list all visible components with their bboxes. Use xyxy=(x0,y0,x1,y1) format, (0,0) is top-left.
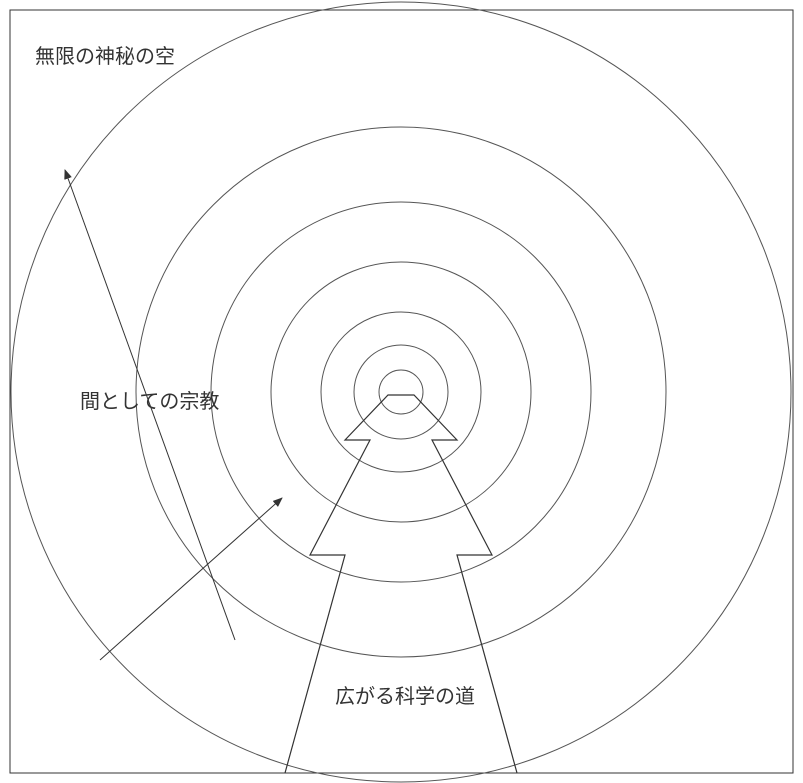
circle-4 xyxy=(321,312,481,472)
circle-3 xyxy=(271,262,531,522)
road-arrow-shape xyxy=(285,395,517,773)
arrow-to-inner xyxy=(100,498,282,660)
circle-2 xyxy=(211,202,591,582)
circle-6 xyxy=(379,370,423,414)
circle-5 xyxy=(354,345,448,439)
diagram-container: 無限の神秘の空 間としての宗教 広がる科学の道 xyxy=(0,0,803,783)
label-religion-between: 間としての宗教 xyxy=(80,385,219,414)
pointer-arrows xyxy=(65,170,282,660)
label-science-road: 広がる科学の道 xyxy=(335,680,475,709)
label-outer-sky: 無限の神秘の空 xyxy=(35,40,175,69)
